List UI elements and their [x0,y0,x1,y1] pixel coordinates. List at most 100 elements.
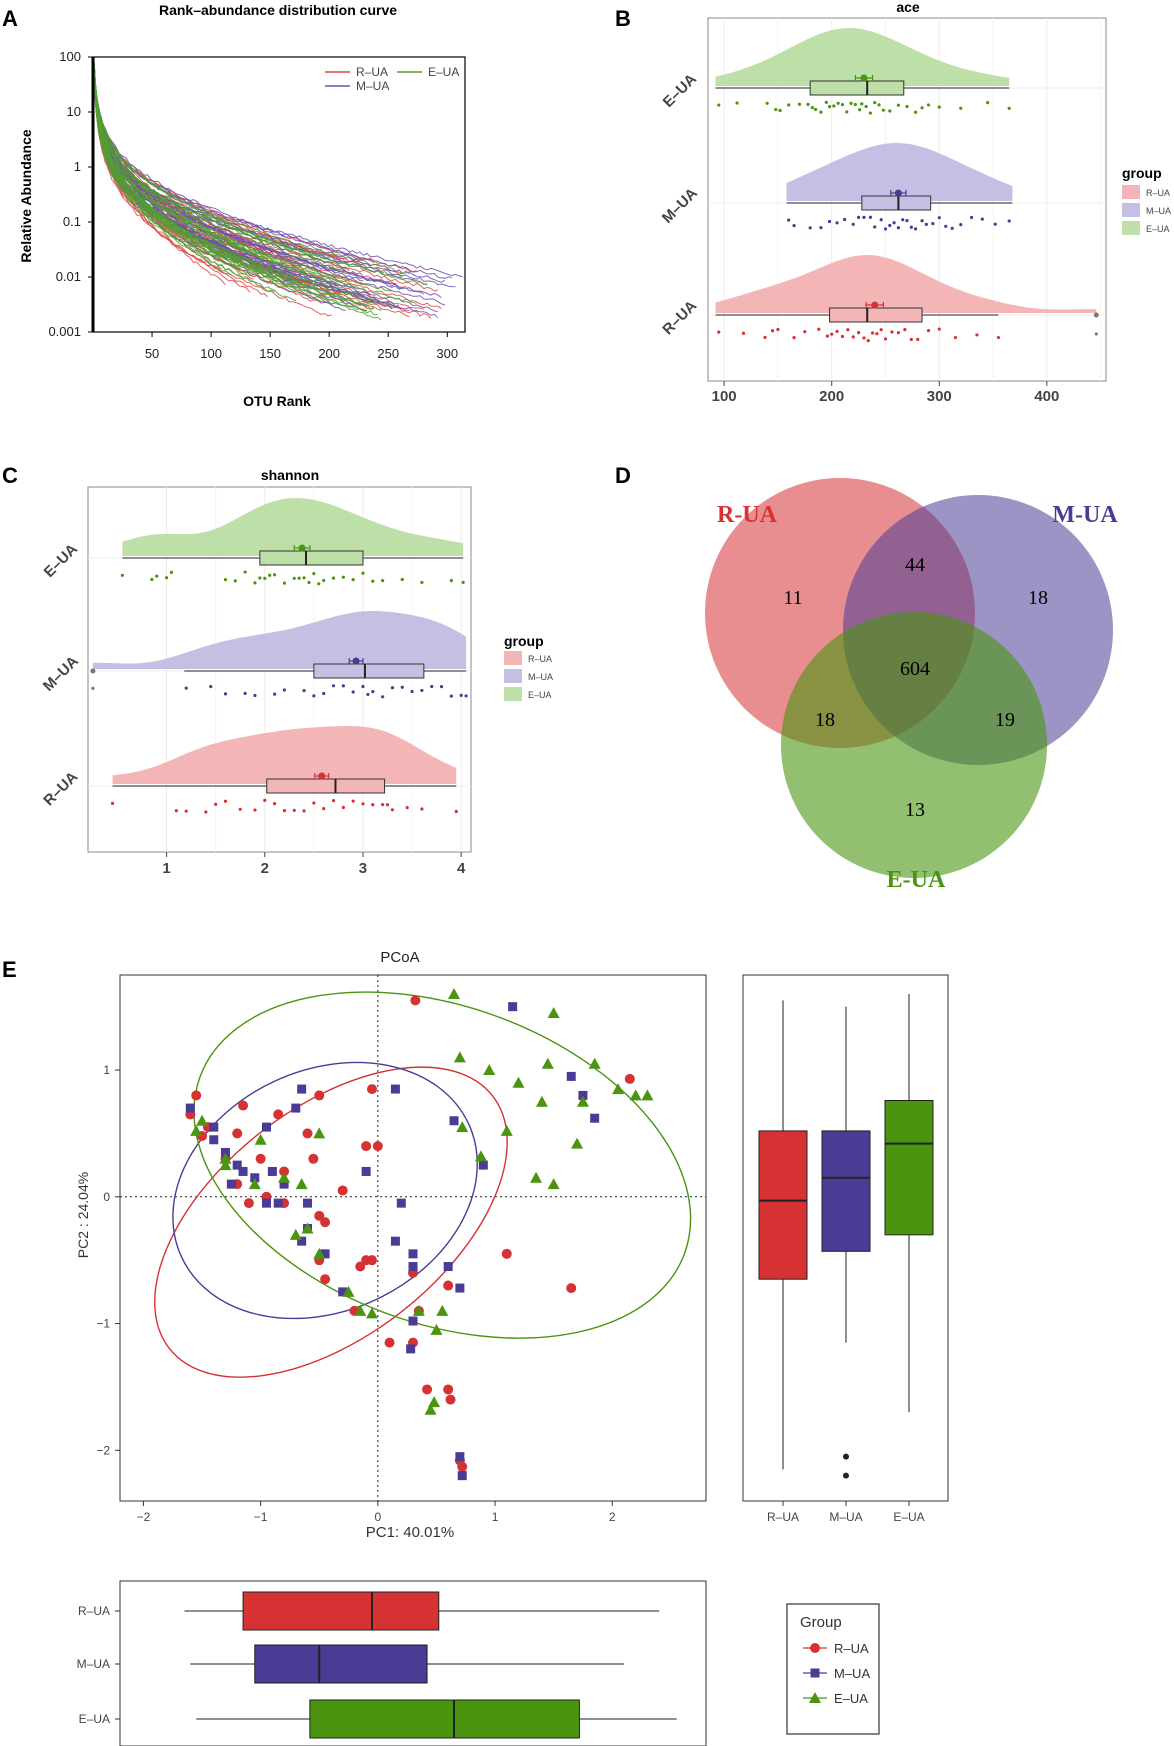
point-m-ua [508,1002,518,1012]
data-point-e-ua [735,101,739,105]
legend-marker-r-ua [810,1643,820,1653]
data-point-m-ua [924,222,928,226]
point-e-ua [313,1127,326,1139]
data-point-r-ua [110,801,115,805]
curve-e-ua-31 [93,77,396,308]
x-tick-label: 2 [261,860,269,877]
data-point-r-ua [817,327,821,331]
data-point-m-ua [459,693,463,697]
legend-label-m-ua: M–UA [528,672,553,682]
point-e-ua [248,1178,261,1190]
point-e-ua [629,1089,642,1101]
data-point-m-ua [381,695,385,699]
data-point-r-ua [883,337,888,341]
data-point-e-ua [845,110,849,114]
point-m-ua [478,1160,488,1170]
data-point-m-ua [937,216,941,220]
point-r-ua [302,1128,313,1139]
point-e-ua [535,1095,548,1107]
data-point-m-ua [351,690,355,694]
data-point-m-ua [341,684,345,688]
point-r-ua [410,995,421,1006]
legend-marker-m-ua [810,1668,820,1678]
panel-label-b: B [615,6,631,31]
chart-e-ylabel: PC2 : 24.04% [75,1172,91,1258]
data-point-e-ua [243,570,247,574]
mean-point-m-ua [894,189,902,197]
data-point-e-ua [302,576,306,580]
x-tick-label: 100 [712,388,737,405]
venn-circle-e-ua [781,612,1047,878]
x-tick-label: 400 [1034,388,1059,405]
curve-e-ua-15 [93,74,417,304]
data-point-e-ua [307,580,311,585]
point-m-ua [250,1173,260,1183]
data-point-e-ua [361,571,365,575]
data-point-e-ua [297,576,301,580]
legend-key-r-ua [504,651,522,665]
y-tick-label: 1 [74,159,81,174]
curve-e-ua-26 [93,70,382,321]
point-e-ua [365,1307,378,1319]
x-tick-label: −1 [254,1510,268,1524]
point-r-ua [337,1185,348,1196]
data-point-r-ua [890,330,894,334]
panel-label-c: C [2,463,18,488]
x-tick-label: 1 [162,860,170,877]
venn-count-e-only: 13 [905,799,925,821]
chart-c-legend-title: group [504,633,544,649]
data-point-m-ua [993,222,997,226]
x-tick-label: 4 [457,860,466,877]
data-point-r-ua [1094,332,1098,336]
data-point-e-ua [926,103,931,107]
x-tick-label: 300 [927,388,952,405]
point-e-ua [219,1152,232,1164]
point-r-ua [366,1255,377,1266]
legend-label-r-ua: R–UA [1146,188,1170,198]
box-m-ua [821,1130,871,1252]
data-point-r-ua [763,335,767,339]
data-point-e-ua [420,580,424,585]
data-point-m-ua [361,684,365,689]
legend-label-r-ua: R–UA [528,654,552,664]
data-point-e-ua [920,106,924,110]
data-point-r-ua [302,809,306,813]
data-point-r-ua [351,799,355,803]
x-tick-label: M–UA [829,1510,862,1524]
data-point-e-ua [888,109,892,113]
data-point-e-ua [810,106,814,110]
y-tick-label: −1 [96,1317,110,1331]
point-r-ua [243,1198,254,1209]
box-m-ua [313,663,425,679]
legend-key-m-ua [504,669,522,683]
chart-a-y-ticks: 100 10 1 0.1 0.01 0.001 [48,49,93,339]
ellipse-e-ua [193,991,692,1339]
data-point-r-ua [390,808,395,812]
data-point-e-ua [150,577,154,582]
data-point-e-ua [461,580,465,584]
chart-e-pc1-boxplot: R–UA M–UA E–UA [77,1591,677,1739]
data-point-r-ua [405,806,409,810]
point-r-ua [384,1337,395,1348]
x-tick-label: 2 [609,1510,616,1524]
data-point-r-ua [792,336,796,340]
data-point-m-ua [390,686,395,690]
x-tick-label: E–UA [893,1510,924,1524]
panel-a: A Rank–abundance distribution curve 50 10… [2,2,466,409]
data-point-m-ua [449,694,453,698]
point-e-ua [424,1403,437,1415]
data-point-m-ua [959,223,963,227]
legend-label-m-ua: M–UA [834,1666,870,1681]
point-r-ua [355,1261,366,1272]
point-e-ua [301,1222,314,1234]
point-m-ua [390,1236,400,1246]
x-tick-label: 0 [374,1510,381,1524]
data-point-m-ua [883,227,888,231]
data-point-m-ua [969,215,974,220]
data-point-e-ua [381,578,385,583]
data-point-e-ua [873,100,877,105]
point-e-ua [430,1323,443,1335]
point-e-ua [512,1076,525,1088]
density-e-ua [715,28,1010,86]
point-r-ua [314,1210,325,1221]
